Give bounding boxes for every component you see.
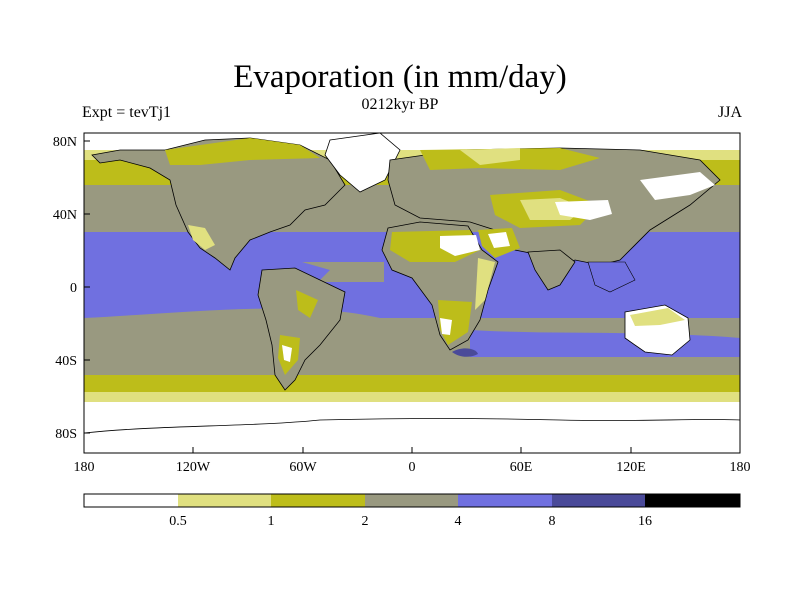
- lon-tick-label: 0: [409, 460, 416, 475]
- sahara-core: [440, 235, 480, 256]
- na-southwest-dry: [188, 225, 215, 250]
- lat-tick-label: 0: [70, 281, 77, 296]
- lat-tick-label: 80S: [55, 427, 77, 442]
- legend-swatch: [645, 494, 740, 507]
- north-america: [91, 137, 346, 271]
- na-arctic-coast: [165, 138, 320, 165]
- season-label: JJA: [717, 104, 742, 121]
- legend-swatch: [271, 494, 365, 507]
- legend-label: 8: [549, 514, 556, 529]
- legend-label: 1: [268, 514, 275, 529]
- band-south-olive: [84, 375, 740, 397]
- arabia-core: [488, 232, 510, 248]
- eurasia-arctic: [460, 148, 520, 165]
- legend-label: 4: [455, 514, 462, 529]
- greenland: [324, 133, 401, 193]
- legend-label: 16: [638, 514, 652, 529]
- legend-swatch: [458, 494, 552, 507]
- map-subtitle: 0212kyr BP: [361, 96, 439, 113]
- experiment-label: Expt = tevTj1: [82, 104, 172, 121]
- lon-tick-label: 180: [74, 460, 95, 475]
- legend-label: 0.5: [169, 514, 187, 529]
- sa-patagonia: [282, 345, 292, 362]
- lon-tick-label: 60W: [289, 460, 317, 475]
- color-legend: 0.5 1 2 4 8 16: [83, 493, 741, 529]
- map-field: [84, 133, 740, 453]
- lat-tick-label: 80N: [53, 135, 77, 150]
- map-title: Evaporation (in mm/day): [233, 59, 567, 95]
- legend-swatch: [552, 494, 645, 507]
- legend-swatch: [365, 494, 458, 507]
- australia-north-dry: [630, 308, 685, 326]
- legend-frame: [83, 493, 741, 508]
- agulhas-dark: [452, 348, 478, 357]
- lon-tick-label: 60E: [510, 460, 533, 475]
- legend-label: 2: [362, 514, 369, 529]
- lon-tick-label: 120E: [616, 460, 646, 475]
- africa-east-dry: [475, 258, 495, 310]
- siberia-white: [640, 172, 715, 200]
- antarctica: [84, 418, 740, 453]
- lat-axis: 80N 40N 0 40S 80S: [53, 135, 90, 442]
- india: [527, 249, 576, 291]
- southeast-asia: [587, 261, 636, 293]
- lon-tick-label: 120W: [176, 460, 211, 475]
- lat-tick-label: 40S: [55, 354, 77, 369]
- kalahari: [440, 318, 452, 335]
- lon-tick-label: 180: [730, 460, 751, 475]
- legend-swatch: [84, 494, 178, 507]
- lat-tick-label: 40N: [53, 208, 77, 223]
- gobi-white: [555, 200, 612, 220]
- legend-swatch: [178, 494, 271, 507]
- sa-dry-core: [296, 290, 318, 318]
- lon-axis: 180 120W 60W 0 60E 120E 180: [74, 447, 751, 475]
